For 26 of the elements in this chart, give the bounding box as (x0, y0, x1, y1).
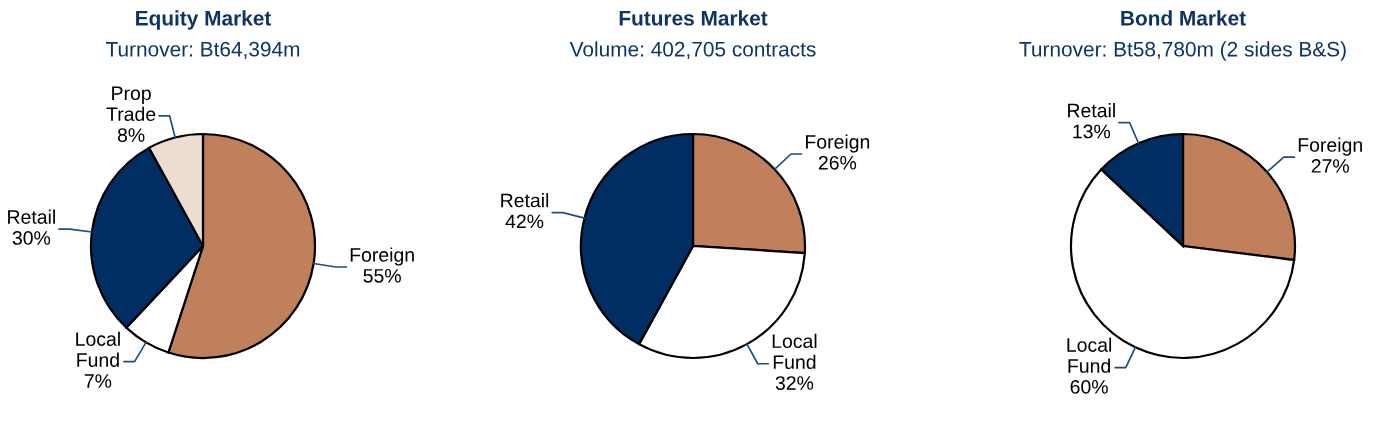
data-label: 13% (1073, 124, 1111, 139)
slice-label: Retail (501, 193, 549, 208)
chart-title: Equity Market (136, 10, 272, 30)
chart-subtitle: Turnover: Bt64,394m (106, 41, 300, 60)
data-label: 55% (363, 269, 401, 283)
data-label: 26% (818, 155, 857, 170)
data-label: 42% (505, 214, 544, 229)
slice-label: Local Fund (772, 333, 817, 369)
chart-title: Futures Market (619, 10, 768, 26)
slice-label: Local Fund (1067, 337, 1112, 373)
data-label: 30% (12, 231, 51, 245)
slice-label: Foreign (806, 134, 870, 153)
data-label: 32% (775, 376, 814, 390)
data-label: 8% (117, 128, 145, 142)
slice-label: Foreign (1298, 137, 1362, 156)
chart-title: Bond Market (1121, 10, 1246, 26)
chart-subtitle: Volume: 402,705 contracts (569, 41, 816, 60)
chart-subtitle: Turnover: Bt58,780m (2 sides B&S) (1019, 41, 1346, 61)
slice-label: Local Fund (76, 331, 120, 367)
data-label: 7% (84, 374, 112, 388)
slice-label: Foreign (350, 247, 414, 266)
slice-label: Retail (8, 209, 55, 224)
data-label: 60% (1070, 380, 1108, 394)
slice-label: Retail (1068, 103, 1115, 118)
data-label: 27% (1311, 159, 1349, 173)
slice-label: Prop Trade (106, 86, 156, 122)
